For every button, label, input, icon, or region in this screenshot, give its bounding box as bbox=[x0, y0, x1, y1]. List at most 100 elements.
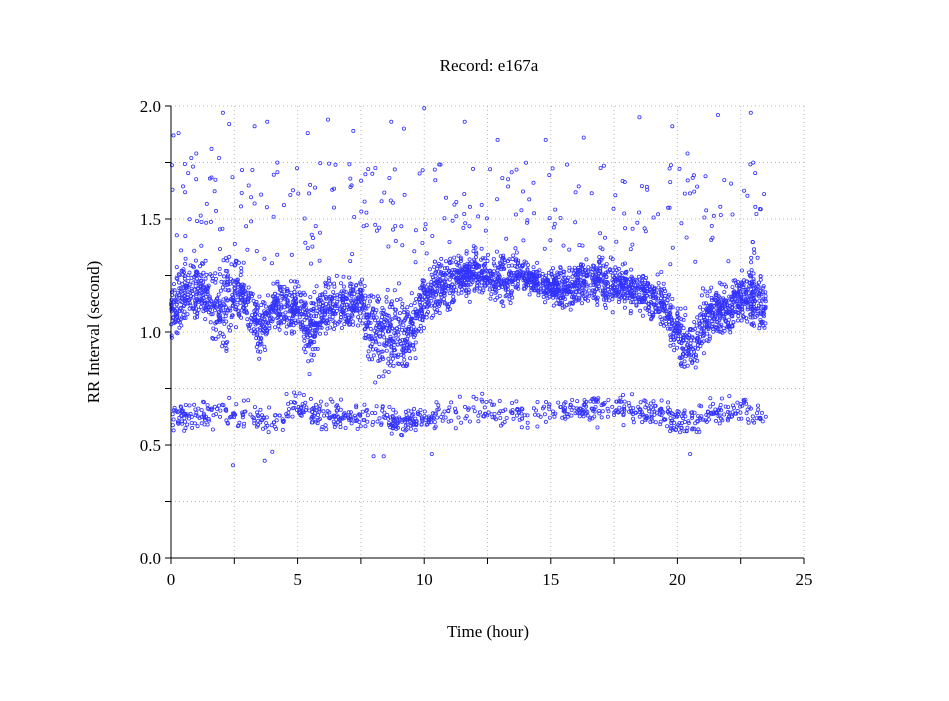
data-point bbox=[433, 274, 438, 279]
data-point bbox=[437, 274, 442, 279]
data-point bbox=[379, 199, 384, 204]
data-point bbox=[668, 303, 673, 308]
data-point bbox=[193, 299, 198, 304]
data-point bbox=[713, 313, 718, 318]
data-point bbox=[448, 256, 453, 261]
data-point bbox=[602, 302, 607, 307]
data-point bbox=[565, 278, 570, 283]
data-point bbox=[661, 410, 666, 415]
data-point bbox=[446, 419, 451, 424]
data-point bbox=[621, 423, 626, 428]
data-point bbox=[319, 427, 324, 432]
data-point bbox=[227, 395, 232, 400]
data-point bbox=[665, 326, 670, 331]
data-point bbox=[339, 289, 344, 294]
data-point bbox=[212, 404, 217, 409]
data-point bbox=[544, 399, 549, 404]
data-point bbox=[288, 323, 293, 328]
data-point bbox=[223, 287, 228, 292]
data-point bbox=[318, 325, 323, 330]
data-point bbox=[468, 282, 473, 287]
data-point bbox=[514, 250, 519, 255]
data-point bbox=[269, 310, 274, 315]
data-point bbox=[298, 306, 303, 311]
data-point bbox=[682, 408, 687, 413]
data-point bbox=[749, 296, 754, 301]
data-point bbox=[169, 335, 174, 340]
data-point bbox=[598, 165, 603, 170]
data-point bbox=[426, 282, 431, 287]
data-point bbox=[364, 407, 369, 412]
data-point bbox=[171, 282, 176, 287]
data-point bbox=[223, 343, 228, 348]
data-point bbox=[257, 294, 262, 299]
data-point bbox=[474, 396, 479, 401]
data-point bbox=[610, 257, 615, 262]
data-point bbox=[763, 414, 768, 419]
data-point bbox=[601, 402, 606, 407]
data-point bbox=[355, 308, 360, 313]
data-point bbox=[401, 126, 406, 131]
data-point bbox=[705, 331, 710, 336]
data-point bbox=[325, 326, 330, 331]
data-point bbox=[661, 416, 666, 421]
data-point bbox=[552, 221, 557, 226]
data-point bbox=[582, 402, 587, 407]
data-point bbox=[529, 271, 534, 276]
data-point bbox=[571, 271, 576, 276]
data-point bbox=[541, 278, 546, 283]
data-point bbox=[577, 243, 582, 248]
data-point bbox=[453, 426, 458, 431]
data-point bbox=[219, 318, 224, 323]
data-point bbox=[535, 424, 540, 429]
data-point bbox=[702, 315, 707, 320]
data-point bbox=[327, 161, 332, 166]
data-point bbox=[382, 190, 387, 195]
data-point bbox=[245, 247, 250, 252]
data-point bbox=[265, 310, 270, 315]
data-point bbox=[520, 274, 525, 279]
data-point bbox=[439, 294, 444, 299]
data-point bbox=[613, 265, 618, 270]
data-point bbox=[196, 299, 201, 304]
data-point bbox=[685, 348, 690, 353]
data-point bbox=[467, 419, 472, 424]
data-point bbox=[179, 413, 184, 418]
data-point bbox=[627, 409, 632, 414]
data-point bbox=[391, 363, 396, 368]
data-point bbox=[498, 415, 503, 420]
data-point bbox=[603, 287, 608, 292]
data-point bbox=[301, 334, 306, 339]
data-point bbox=[433, 309, 438, 314]
data-point bbox=[595, 302, 600, 307]
data-point bbox=[378, 327, 383, 332]
data-point bbox=[443, 195, 448, 200]
data-point bbox=[708, 404, 713, 409]
data-point bbox=[682, 359, 687, 364]
data-point bbox=[758, 310, 763, 315]
data-point bbox=[227, 415, 232, 420]
data-point bbox=[475, 280, 480, 285]
data-point bbox=[271, 214, 276, 219]
data-point bbox=[224, 311, 229, 316]
data-point bbox=[348, 417, 353, 422]
data-point bbox=[468, 272, 473, 277]
data-point bbox=[659, 269, 664, 274]
data-point bbox=[626, 282, 631, 287]
data-point bbox=[756, 407, 761, 412]
data-point bbox=[693, 259, 698, 264]
data-point bbox=[255, 418, 260, 423]
data-point bbox=[449, 418, 454, 423]
data-point bbox=[731, 309, 736, 314]
data-point bbox=[257, 342, 262, 347]
data-point bbox=[701, 351, 706, 356]
data-point bbox=[239, 269, 244, 274]
data-point bbox=[303, 344, 308, 349]
data-point bbox=[315, 322, 320, 327]
data-point bbox=[254, 302, 259, 307]
data-point bbox=[359, 209, 364, 214]
data-point bbox=[212, 308, 217, 313]
data-point bbox=[550, 166, 555, 171]
data-point bbox=[313, 224, 318, 229]
